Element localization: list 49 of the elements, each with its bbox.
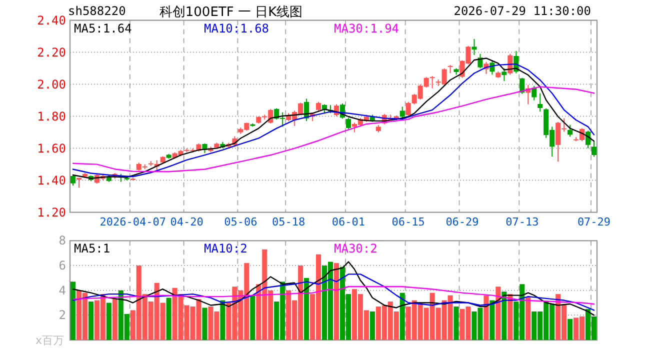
legend: MA5:1 MA10:2 MA30:2 bbox=[74, 242, 378, 256]
y-tick-label: 1.20 bbox=[37, 205, 66, 220]
x-tick-label: 05-06 bbox=[224, 215, 258, 228]
x-tick-label: 07-13 bbox=[506, 215, 539, 228]
x-tick-label: 06-01 bbox=[332, 215, 366, 228]
bar bbox=[484, 295, 489, 340]
bar bbox=[202, 308, 208, 340]
x-tick-label: 07-29 bbox=[577, 215, 611, 228]
bar bbox=[454, 306, 459, 340]
bar bbox=[112, 299, 118, 340]
y-tick-label: 1.80 bbox=[37, 109, 66, 124]
x-tick-label: 06-29 bbox=[446, 215, 479, 228]
bar bbox=[250, 295, 256, 340]
y-tick-label: 2.40 bbox=[37, 13, 66, 28]
bar bbox=[304, 278, 310, 340]
text: 2026-07-29 11:30:00 bbox=[454, 4, 591, 18]
bar bbox=[490, 300, 495, 340]
y-tick-label: 1.60 bbox=[37, 141, 66, 156]
x-tick-label: 05-18 bbox=[272, 215, 306, 228]
bar bbox=[568, 318, 573, 340]
y-tick-label: 4 bbox=[58, 283, 66, 298]
chart-subtitle: sh588220 bbox=[68, 4, 126, 18]
bar bbox=[88, 302, 94, 340]
y-tick-label: 8 bbox=[58, 234, 66, 248]
bar bbox=[334, 263, 340, 340]
bar bbox=[370, 311, 375, 340]
bar bbox=[526, 296, 531, 340]
x-tick-label: 04-20 bbox=[170, 215, 204, 228]
line-series bbox=[72, 274, 595, 311]
x-tick-label: 2026-04-07 bbox=[100, 215, 166, 228]
bar bbox=[502, 292, 507, 340]
bar bbox=[106, 302, 112, 340]
y-tick-label: 6 bbox=[58, 258, 66, 273]
y-tick-label: 2.20 bbox=[37, 45, 66, 60]
bar bbox=[400, 292, 405, 340]
bar bbox=[508, 294, 513, 340]
y-axis-title: x百万 bbox=[35, 334, 64, 347]
legend: MA5:1.64 MA10:1.68 MA30:1.94 bbox=[74, 21, 400, 36]
line-series bbox=[72, 261, 595, 316]
bar bbox=[70, 282, 76, 340]
bar bbox=[220, 300, 226, 340]
y-tick-label: 1.40 bbox=[37, 173, 66, 188]
y-tick-label: 2 bbox=[58, 308, 66, 322]
line-series bbox=[72, 286, 595, 305]
y-tick-label: 2.00 bbox=[37, 77, 66, 92]
x-tick-label: 06-15 bbox=[392, 215, 425, 228]
chart-title: 科创100ETF 一 日K线图 bbox=[159, 5, 303, 20]
bar bbox=[496, 286, 501, 340]
bar bbox=[166, 298, 172, 340]
